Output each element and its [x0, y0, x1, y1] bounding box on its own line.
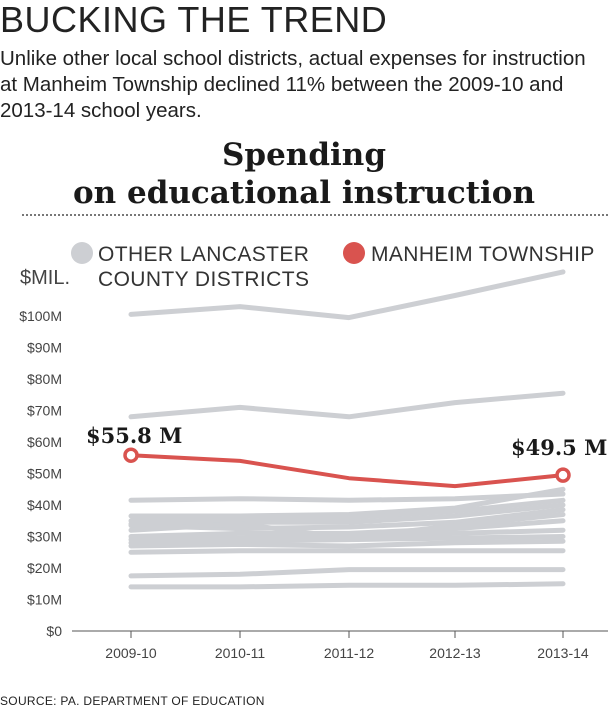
other-district-line — [128, 491, 566, 503]
other-district-line — [128, 390, 566, 420]
y-tick-label: $0 — [46, 623, 62, 639]
chart-title-line-2: on educational instruction — [72, 175, 536, 211]
y-tick-label: $20M — [27, 560, 62, 576]
legend-manheim-label: MANHEIM TOWNSHIP — [371, 243, 595, 266]
y-tick-label: $80M — [27, 371, 62, 387]
source-note: SOURCE: PA. DEPARTMENT OF EDUCATION — [0, 694, 265, 708]
dotted-divider — [22, 214, 608, 216]
other-district-line — [128, 486, 566, 519]
y-unit-label: $MIL. — [20, 267, 70, 289]
manheim-series — [123, 447, 571, 489]
dek: Unlike other local school districts, act… — [0, 47, 586, 122]
manheim-endpoint — [123, 447, 139, 463]
callout-start-value: $55.8 M — [86, 423, 182, 448]
y-axis-ticks: $0 $10M $20M $30M $40M $50M $60M $70M $80M $90M $1… — [19, 308, 62, 639]
other-district-line — [128, 497, 566, 524]
headline: BUCKING THE TREND — [0, 0, 388, 40]
legend-others-marker — [71, 242, 93, 264]
other-districts-series — [128, 269, 566, 590]
y-tick-label: $60M — [27, 434, 62, 450]
manheim-endpoint — [555, 467, 571, 483]
other-district-line — [128, 581, 566, 590]
y-tick-label: $90M — [27, 340, 62, 356]
chart-title-line-1: Spending — [222, 137, 386, 173]
other-district-line — [128, 567, 566, 579]
manheim-line — [129, 453, 565, 489]
other-district-line — [128, 502, 566, 527]
other-district-line — [128, 538, 566, 549]
x-tick-label: 2013-14 — [537, 645, 589, 661]
y-tick-label: $40M — [27, 497, 62, 513]
other-district-line — [128, 518, 566, 539]
x-tick-label: 2010-11 — [215, 645, 266, 661]
other-district-line — [128, 548, 566, 555]
other-district-line — [128, 269, 566, 321]
other-district-line — [128, 534, 566, 546]
y-tick-label: $30M — [27, 529, 62, 545]
y-tick-label: $100M — [19, 308, 62, 324]
x-tick-label: 2012-13 — [429, 645, 481, 661]
chart-title: Spending on educational instruction — [0, 136, 608, 212]
x-tick-label: 2011-12 — [324, 645, 375, 661]
x-tick-label: 2009-10 — [105, 645, 157, 661]
legend-others-label-2: COUNTY DISTRICTS — [98, 268, 309, 291]
legend-manheim-marker — [343, 242, 365, 264]
y-tick-label: $10M — [27, 592, 62, 608]
y-tick-label: $70M — [27, 403, 62, 419]
legend-others-label-1: OTHER LANCASTER — [98, 243, 309, 266]
y-tick-label: $50M — [27, 466, 62, 482]
x-axis: 2009-10 2010-11 2011-12 2012-13 2013-14 — [72, 630, 608, 661]
callout-end-value: $49.5 M — [511, 435, 607, 460]
other-district-line — [128, 527, 566, 543]
